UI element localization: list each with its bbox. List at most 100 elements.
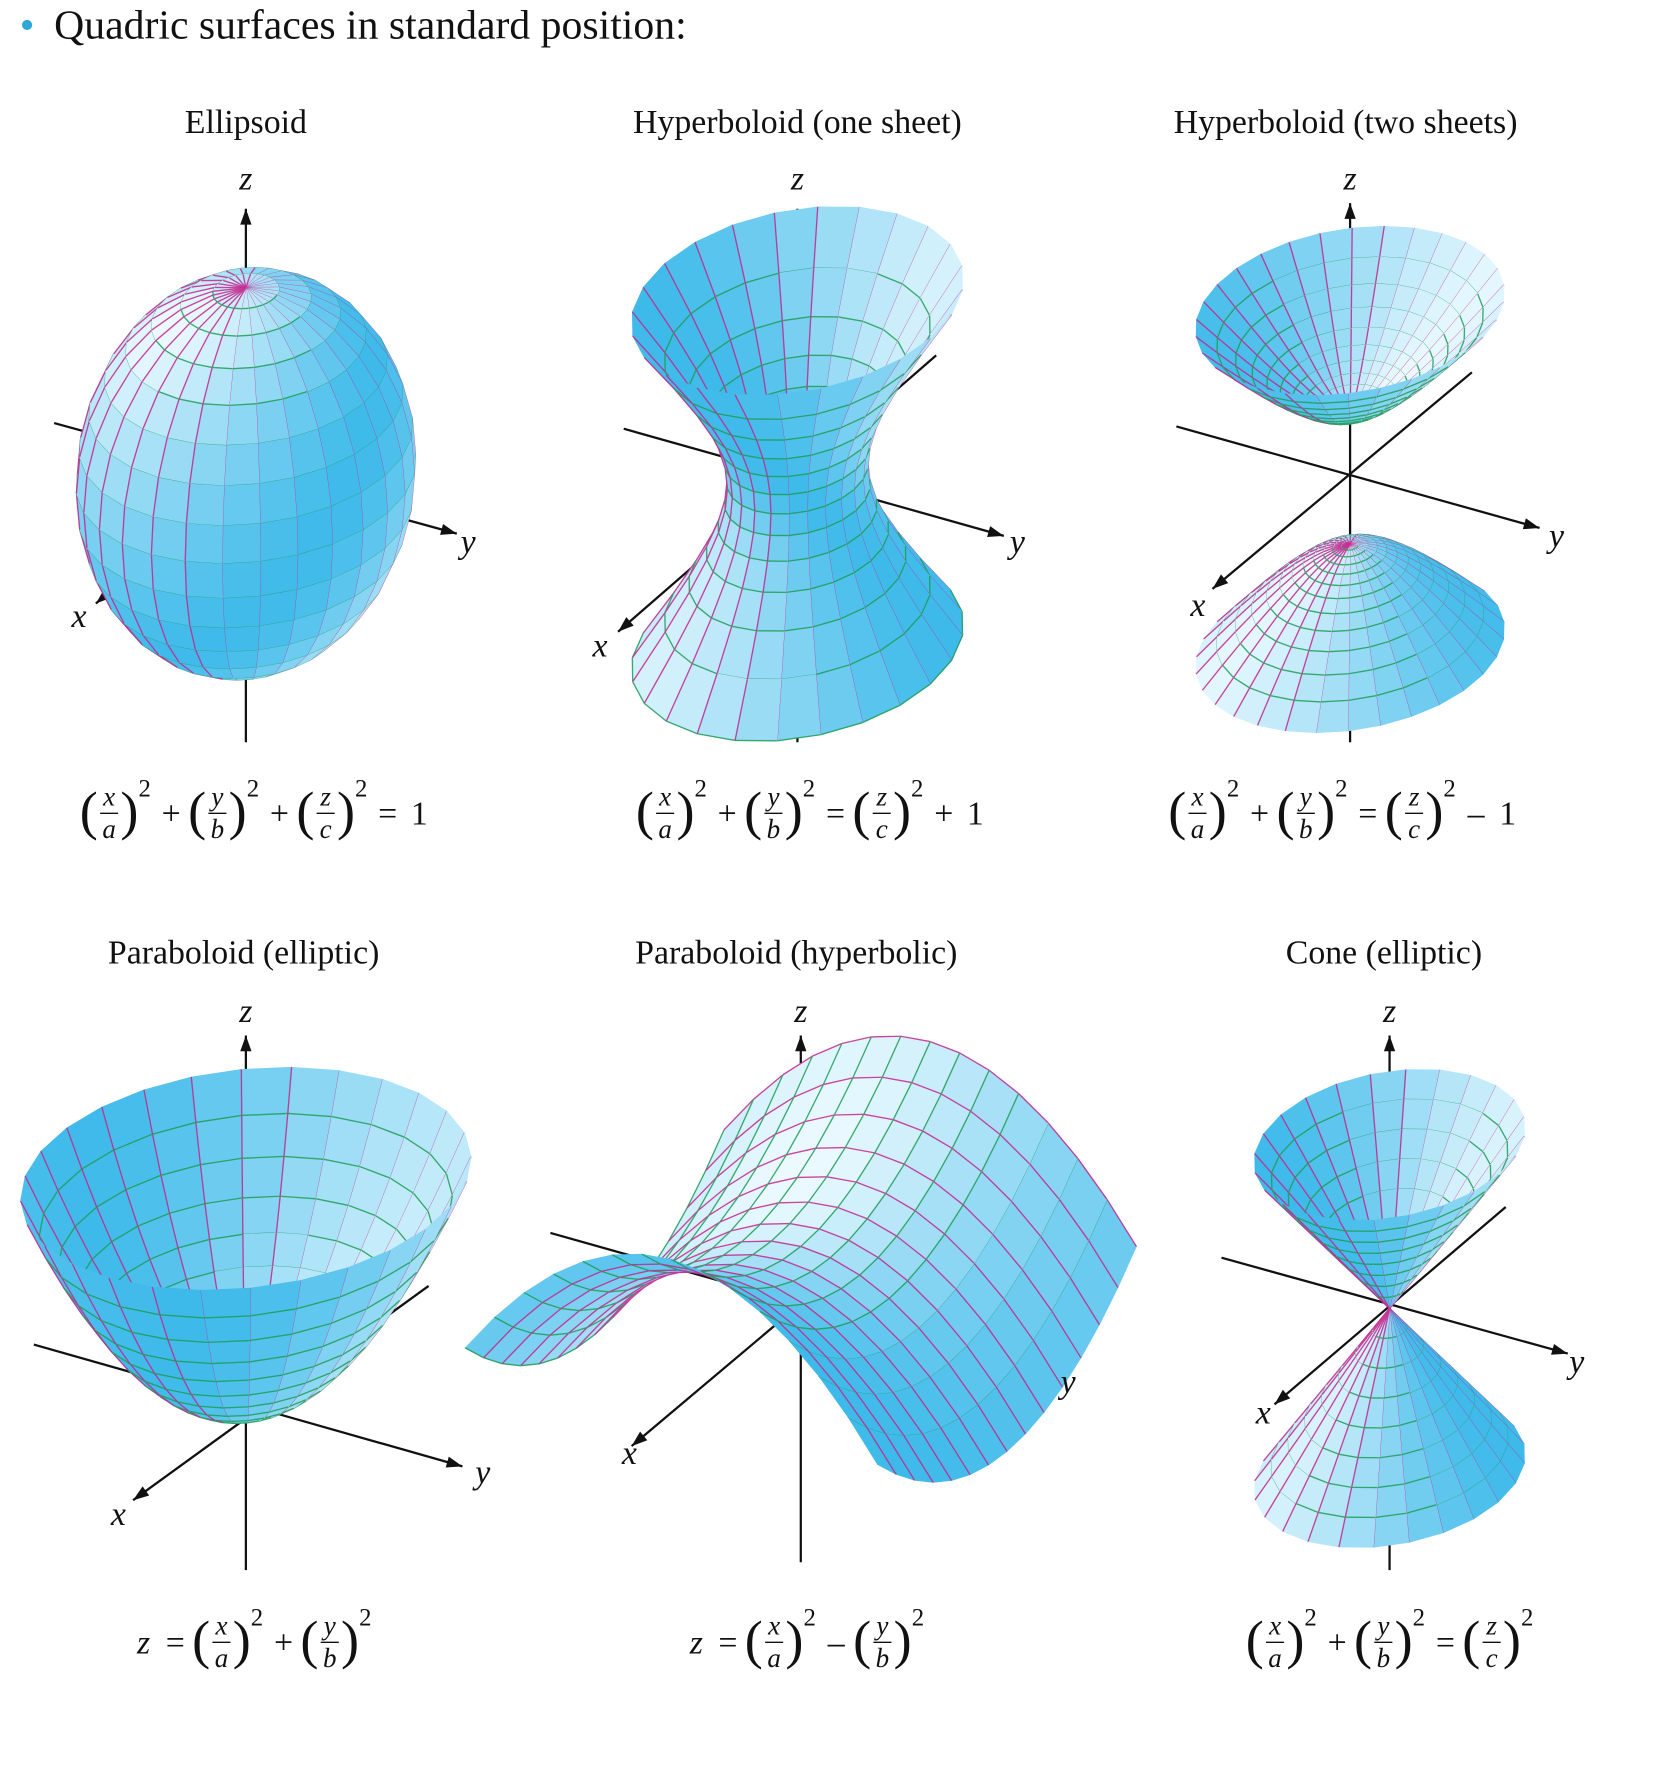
numerator: y [1297,781,1313,811]
numerator: x [102,781,115,811]
surface-patch [1328,285,1352,312]
equation-symbol: – [1467,796,1486,833]
bullet-dot [22,20,32,30]
grid-line [1337,542,1344,543]
arrowhead [440,524,457,535]
equation-symbol: = [826,796,845,833]
surface-patch [770,494,789,513]
equation: (xa)2+(yb)2=(zc)2+1 [636,775,984,844]
surface-patch [242,1113,288,1158]
denominator: c [320,814,332,844]
equation-symbol: + [934,796,953,833]
surface [632,207,962,741]
grid-line [1335,613,1350,614]
numerator: z [875,781,887,811]
paren: ) [337,781,355,841]
paren: ) [785,781,803,841]
surface-patch [226,650,258,669]
surface-patch [784,589,812,631]
denominator: c [1408,814,1420,844]
numerator: z [1408,781,1420,811]
surface-patch [774,207,817,273]
denominator: b [1299,814,1313,844]
exponent: 2 [1227,775,1239,802]
arrowhead [446,1457,463,1468]
exponent: 2 [1443,775,1455,802]
exponent: 2 [803,775,815,802]
surface-patch [789,492,808,514]
grid-line [1335,421,1350,422]
grid-line [1326,423,1337,424]
surface-patch [785,355,809,389]
surface-patch [258,437,294,483]
panel-title: Paraboloid (elliptic) [108,934,379,971]
paren: ) [229,781,247,841]
axis-label: x [592,628,608,665]
panel: Hyperboloid (two sheets)zyx(xa)2+(yb)2=(… [1168,104,1565,844]
numerator: z [319,781,331,811]
equation-symbol: + [270,796,289,833]
surface-patch [196,1115,242,1164]
panel-title: Hyperboloid (one sheet) [633,104,962,141]
axis-label: y [1546,518,1565,555]
surface-patch [1348,696,1380,731]
denominator: b [211,814,225,844]
axis-line [1176,426,1539,528]
paren: ( [80,781,98,841]
arrowhead [240,1036,251,1052]
surface-patch [786,558,810,592]
grid-line [1350,556,1354,557]
surface-patch [186,595,224,627]
surface-patch [226,404,258,445]
paren: ( [744,781,762,841]
paren: ) [893,781,911,841]
surface-patch [205,1198,243,1240]
denominator: a [102,814,116,844]
surface-patch [770,514,789,536]
grid-line [1337,423,1349,424]
grid-line [1331,585,1340,586]
paren: ( [296,781,314,841]
denominator: a [1191,814,1205,844]
surface-patch [242,1156,284,1197]
surface-patch [241,1067,291,1115]
grid-line [1350,564,1356,565]
paren: ( [1168,781,1186,841]
axis-label: z [1342,161,1356,198]
numerator: y [208,781,224,811]
surface-patch [1320,228,1352,263]
equation-symbol: + [1250,796,1269,833]
exponent: 2 [247,775,259,802]
surface-patch [1352,226,1384,258]
paren: ( [636,781,654,841]
equation: (xa)2+(yb)2+(zc)2=1 [80,775,428,844]
surface-patch [185,523,222,563]
exponent: 2 [355,775,367,802]
exponent: 2 [694,775,706,802]
grid-line [223,335,237,336]
surface-patch [222,523,260,563]
axis-label: z [790,161,804,198]
surface-patch [777,675,820,741]
panel-title: Hyperboloid (two sheets) [1174,104,1518,141]
exponent: 2 [1335,775,1347,802]
surface-patch [768,535,789,561]
surface-patch [779,268,814,320]
surface-patch [224,443,259,485]
surface-patch [223,596,260,628]
arrowhead [240,209,251,225]
surface-patch [1324,259,1352,290]
denominator: b [767,814,781,844]
paren: ) [676,781,694,841]
surface-patch [754,491,771,513]
surface-patch [781,627,816,679]
paren: ( [1276,781,1294,841]
exponent: 2 [911,775,923,802]
paren: ) [1425,781,1443,841]
numerator: x [658,781,671,811]
axis-label: x [1189,587,1205,624]
arrowhead [1523,518,1540,529]
grid-line [237,335,252,336]
denominator: a [658,814,672,844]
